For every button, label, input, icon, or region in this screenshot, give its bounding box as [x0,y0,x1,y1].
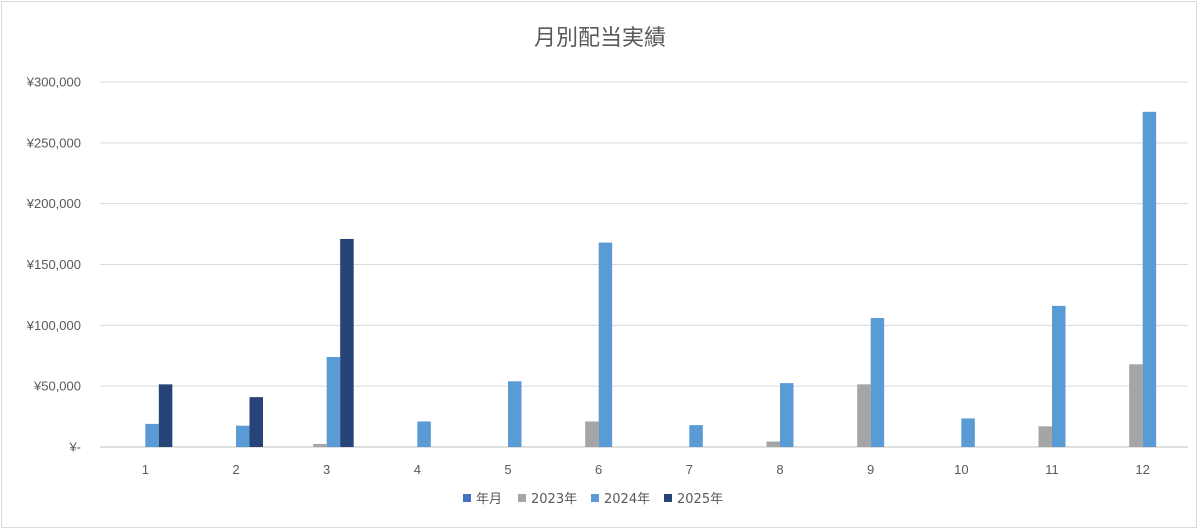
legend-label: 2024年 [604,492,650,507]
bar-2023年-9 [857,384,871,447]
bar-2023年-6 [585,421,599,447]
y-tick-label: ¥250,000 [26,135,81,150]
bar-2024年-5 [508,381,522,447]
x-tick-label: 2 [232,462,239,477]
y-tick-label: ¥100,000 [26,318,81,333]
bar-2024年-7 [689,425,703,447]
bar-2024年-8 [780,383,794,447]
bar-2023年-8 [766,441,780,447]
legend-label: 年月 [476,492,502,507]
x-tick-label: 1 [142,462,149,477]
y-tick-label: ¥50,000 [33,379,81,394]
bar-2024年-4 [417,421,431,447]
bar-2024年-1 [145,423,159,447]
bar-2024年-3 [326,356,341,447]
legend: 年月 2023年 2024年 2025年 [463,492,723,507]
legend-swatch-2023年 [518,494,526,502]
bar-2024年-11 [1052,305,1066,447]
bar-2025年-1 [158,384,173,447]
legend-label: 2025年 [677,492,723,507]
legend-label: 2023年 [531,492,577,507]
y-tick-label: ¥300,000 [26,75,81,90]
legend-swatch-年月 [463,494,471,502]
x-tick-label: 7 [686,462,693,477]
x-tick-label: 4 [414,462,421,477]
bar-2023年-11 [1038,426,1052,447]
legend-swatch-2024年 [591,494,599,502]
y-tick-label: ¥150,000 [26,257,81,272]
bar-2024年-6 [598,242,613,447]
x-tick-label: 9 [867,462,874,477]
x-tick-label: 5 [504,462,511,477]
x-axis-tick-labels: 1 2 3 4 5 6 7 8 9 10 11 12 [142,462,1150,477]
bar-2024年-10 [961,418,975,447]
bar-2025年-3 [340,238,354,447]
y-tick-label: ¥- [68,440,81,455]
bars [145,111,1157,447]
x-tick-label: 12 [1135,462,1149,477]
x-tick-label: 11 [1045,462,1059,477]
x-tick-label: 8 [776,462,783,477]
y-axis-tick-labels: ¥- ¥50,000 ¥100,000 ¥150,000 ¥200,000 ¥250,00… [26,75,81,455]
bar-2024年-9 [870,318,885,447]
y-tick-label: ¥200,000 [26,196,81,211]
chart-title: 月別配当実績 [534,26,666,51]
legend-swatch-2025年 [664,494,672,502]
bar-2024年-2 [236,425,250,447]
gridlines [100,81,1188,448]
bar-2024年-12 [1142,111,1157,447]
x-tick-label: 6 [595,462,602,477]
bar-2025年-2 [249,397,263,447]
x-tick-label: 10 [954,462,968,477]
bar-2023年-3 [313,443,327,447]
bar-2023年-12 [1129,364,1143,447]
x-tick-label: 3 [323,462,330,477]
